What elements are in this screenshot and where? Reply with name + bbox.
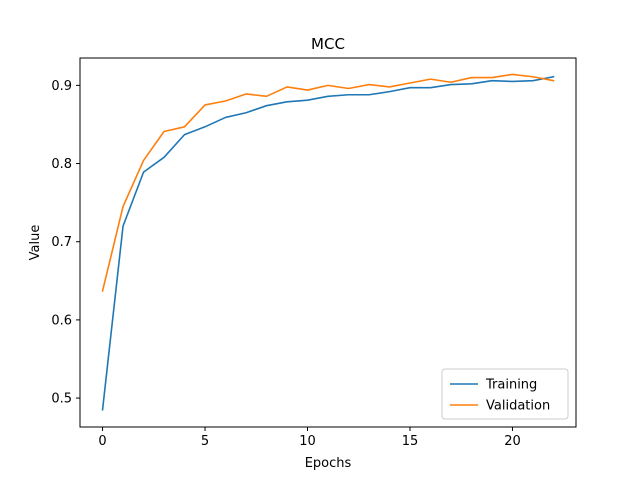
y-tick-label: 0.8 [51, 157, 72, 172]
y-tick-label: 0.9 [51, 79, 72, 94]
x-axis-label: Epochs [305, 456, 352, 471]
legend-label-training: Training [485, 378, 537, 393]
x-tick-label: 10 [299, 434, 316, 449]
series-line-training [101, 75, 555, 411]
y-tick-label: 0.6 [51, 313, 72, 328]
y-axis-ticks: 0.5 0.6 0.7 0.8 0.9 [51, 79, 80, 407]
x-tick-label: 20 [504, 434, 521, 449]
y-tick-label: 0.7 [51, 235, 72, 250]
plot-frame [79, 57, 577, 428]
series-line-validation [101, 73, 555, 292]
y-axis-label: Value [28, 225, 43, 261]
plot-lines [101, 73, 555, 411]
chart-title: MCC [311, 35, 345, 53]
x-tick-label: 15 [402, 434, 419, 449]
y-tick-label: 0.5 [51, 392, 72, 407]
x-tick-label: 5 [201, 434, 209, 449]
legend-label-validation: Validation [486, 399, 550, 414]
legend-box [441, 368, 569, 420]
x-tick-label: 0 [98, 434, 106, 449]
legend: Training Validation [441, 368, 569, 420]
x-axis-ticks: 0 5 10 15 20 [98, 427, 521, 449]
